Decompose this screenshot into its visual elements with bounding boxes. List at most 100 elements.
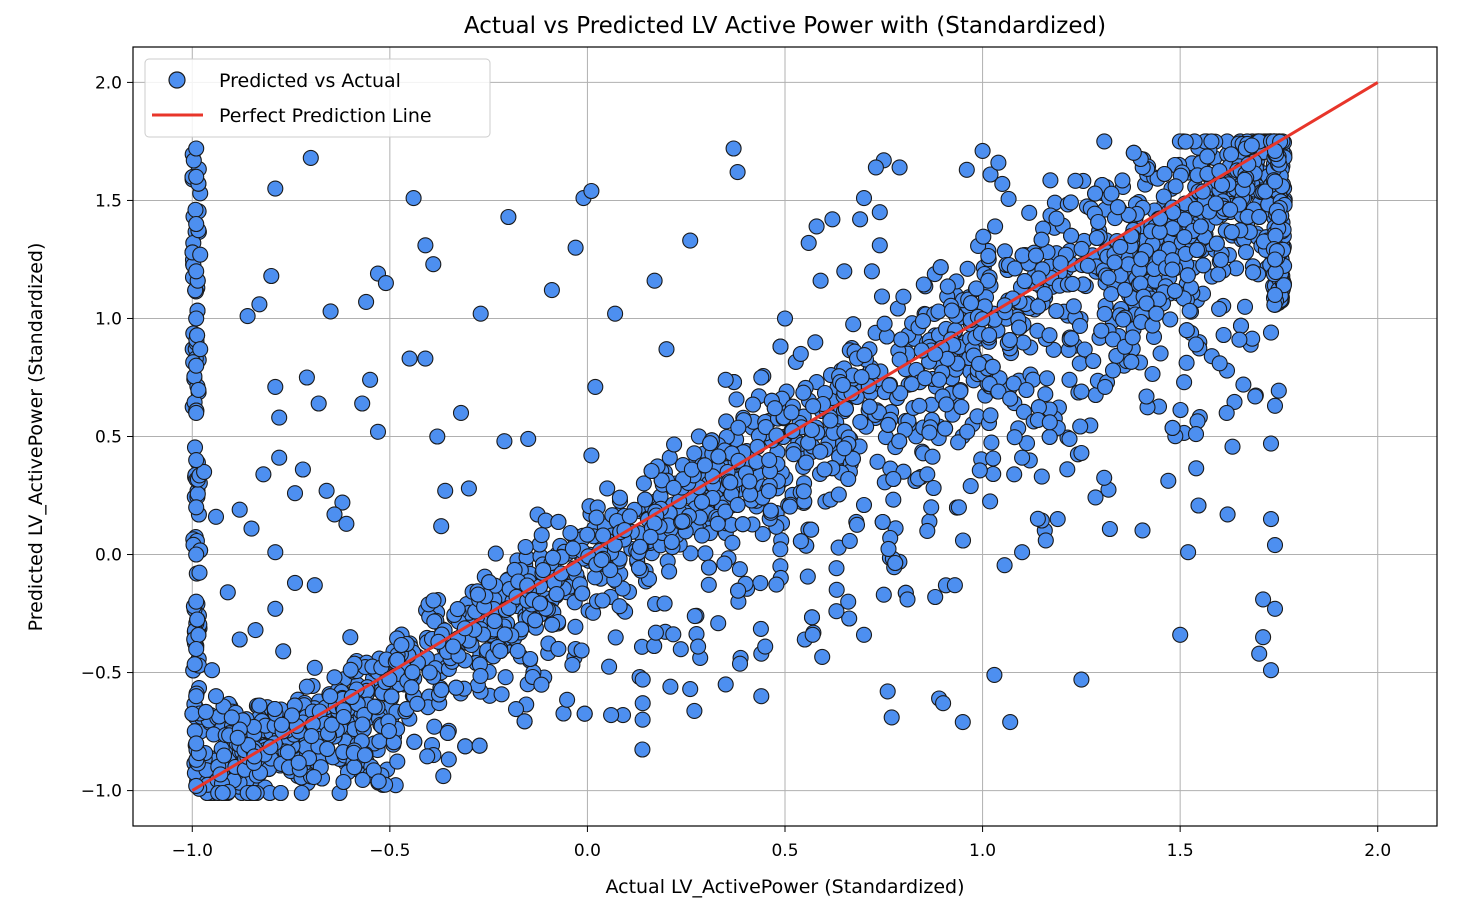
scatter-point	[1134, 522, 1151, 539]
scatter-point	[1138, 295, 1155, 312]
scatter-point	[1156, 165, 1173, 183]
scatter-point	[674, 513, 691, 530]
scatter-point	[630, 560, 648, 577]
scatter-point	[471, 737, 488, 754]
scatter-point	[1002, 714, 1019, 731]
scatter-point	[1266, 600, 1284, 617]
scatter-point	[799, 568, 816, 585]
scatter-point	[1011, 319, 1028, 336]
scatter-point	[954, 714, 971, 731]
scatter-point	[855, 626, 873, 643]
y-tick-label: 0.5	[95, 428, 122, 448]
scatter-point	[429, 428, 446, 445]
scatter-point	[509, 642, 526, 659]
scatter-point	[1059, 461, 1076, 478]
scatter-point	[1088, 229, 1105, 247]
scatter-point	[634, 711, 651, 728]
scatter-point	[593, 551, 610, 569]
scatter-point	[1071, 317, 1089, 334]
scatter-point	[573, 642, 590, 659]
scatter-point	[356, 747, 374, 764]
scatter-point	[306, 659, 323, 676]
scatter-point	[1079, 257, 1096, 274]
legend: Predicted vs Actual Perfect Prediction L…	[144, 58, 491, 138]
scatter-point	[426, 718, 443, 735]
scatter-point	[439, 724, 456, 741]
scatter-point	[370, 773, 387, 790]
scatter-point	[761, 452, 778, 469]
scatter-point	[1006, 429, 1023, 446]
scatter-point	[1073, 444, 1090, 462]
chart-title: Actual vs Predicted LV Active Power with…	[464, 13, 1106, 39]
scatter-point	[874, 513, 891, 531]
scatter-point	[939, 278, 956, 295]
scatter-point	[1029, 510, 1046, 527]
scatter-point	[1207, 195, 1224, 212]
scatter-point	[263, 267, 280, 285]
scatter-point	[1048, 302, 1065, 320]
scatter-point	[634, 671, 651, 688]
scatter-point	[1262, 662, 1280, 679]
scatter-point	[417, 350, 434, 367]
scatter-point	[772, 541, 789, 558]
scatter-point	[1033, 231, 1050, 248]
scatter-point	[880, 540, 897, 557]
scatter-point	[305, 769, 322, 786]
scatter-point	[1112, 238, 1129, 255]
scatter-point	[406, 733, 423, 750]
scatter-point	[1251, 208, 1268, 226]
scatter-point	[661, 563, 678, 580]
scatter-point	[188, 263, 205, 280]
x-tick-label: 2.0	[1364, 841, 1391, 861]
scatter-point	[824, 211, 841, 228]
scatter-point	[1033, 468, 1050, 485]
scatter-point	[533, 527, 550, 544]
scatter-point	[267, 378, 284, 395]
scatter-point	[1065, 298, 1082, 315]
x-axis-label: Actual LV_ActivePower (Standardized)	[605, 876, 964, 898]
scatter-point	[267, 600, 284, 617]
perfect-prediction-line	[191, 81, 1379, 792]
scatter-point	[656, 595, 673, 612]
scatter-point	[215, 747, 233, 764]
scatter-point	[871, 237, 888, 254]
scatter-point	[1210, 266, 1227, 283]
scatter-point	[1237, 244, 1255, 261]
scatter-point	[646, 637, 663, 655]
scatter-point	[983, 434, 1000, 451]
scatter-point	[662, 678, 679, 695]
point-cloud	[184, 133, 1293, 802]
scatter-point	[1148, 305, 1165, 322]
scatter-point	[1123, 353, 1140, 370]
scatter-point	[533, 676, 550, 693]
scatter-point	[219, 584, 236, 601]
scatter-point	[1073, 240, 1090, 257]
scatter-point	[191, 564, 208, 581]
scatter-point	[1021, 204, 1038, 221]
scatter-point	[1164, 419, 1181, 436]
scatter-point	[812, 272, 829, 289]
scatter-point	[855, 190, 873, 207]
scatter-point	[1073, 383, 1090, 400]
scatter-point	[1087, 489, 1104, 506]
scatter-point	[520, 430, 537, 447]
scatter-point	[335, 708, 352, 726]
scatter-point	[959, 423, 976, 440]
y-axis-label: Predicted LV_ActivePower (Standardized)	[25, 243, 47, 632]
scatter-point	[380, 722, 398, 740]
scatter-point	[267, 544, 284, 561]
scatter-point	[298, 369, 315, 386]
scatter-point	[603, 707, 620, 724]
scatter-point	[1262, 511, 1280, 528]
y-tick-label: −0.5	[81, 664, 122, 684]
scatter-point	[564, 656, 581, 673]
scatter-point	[923, 499, 940, 516]
scatter-point	[448, 679, 465, 696]
scatter-point	[1104, 362, 1122, 379]
scatter-point	[1027, 247, 1045, 264]
scatter-point	[729, 164, 746, 181]
scatter-point	[290, 754, 307, 771]
legend-label-scatter: Predicted vs Actual	[219, 70, 401, 92]
scatter-point	[887, 554, 904, 572]
scatter-point	[869, 453, 886, 470]
